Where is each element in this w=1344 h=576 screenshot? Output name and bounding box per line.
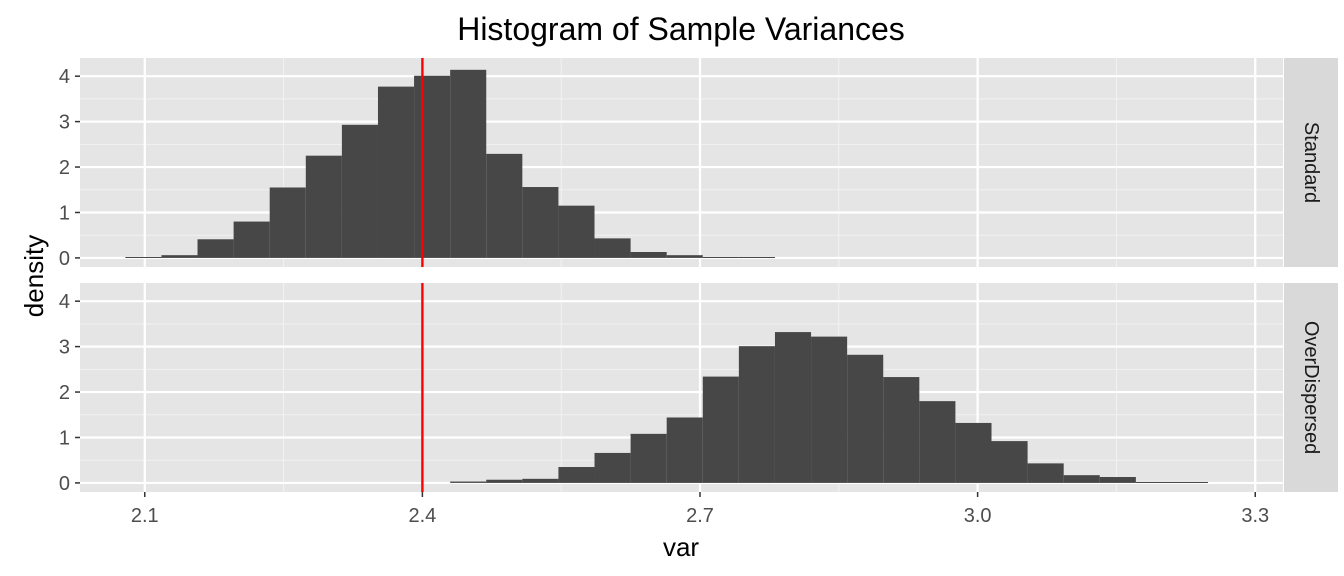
histogram-bar	[1135, 482, 1172, 484]
histogram-bar	[558, 467, 595, 483]
x-tick-label: 2.4	[408, 505, 436, 527]
y-tick-label: 1	[59, 202, 70, 224]
histogram-bar	[269, 187, 306, 258]
histogram-bar	[377, 86, 415, 258]
histogram-bar	[125, 257, 162, 259]
histogram-bar	[1063, 475, 1100, 483]
y-tick-label: 4	[59, 66, 70, 88]
histogram-bar	[594, 238, 631, 258]
histogram-bar	[450, 481, 487, 483]
chart-title: Histogram of Sample Variances	[457, 11, 905, 47]
x-tick-label: 3.0	[964, 505, 992, 527]
facet-strip	[1284, 283, 1338, 492]
facet-panel-1: 0 1 2 3 4 Standard	[59, 58, 1338, 270]
x-tick-label: 3.3	[1241, 505, 1269, 527]
histogram-bar	[161, 255, 198, 258]
histogram-bar	[305, 155, 342, 258]
histogram-bar	[233, 221, 270, 258]
histogram-bar	[486, 153, 523, 258]
x-tick-label: 2.7	[686, 505, 714, 527]
y-axis-title: density	[19, 235, 49, 317]
histogram-bar	[630, 252, 667, 258]
y-tick-label: 3	[59, 112, 70, 134]
histogram-bar	[738, 257, 775, 259]
y-tick-label: 3	[59, 337, 70, 359]
histogram-bar	[450, 69, 487, 258]
facet-panel-2: 0 1 2 3 4 OverDispersed	[59, 283, 1338, 495]
facet-strip-label: OverDispersed	[1300, 321, 1322, 454]
histogram-bar	[197, 239, 234, 258]
histogram-bar	[774, 332, 812, 483]
histogram-bar	[991, 441, 1028, 483]
histogram-bar	[630, 433, 667, 483]
histogram-bar	[522, 478, 559, 483]
histogram-bar	[702, 376, 739, 483]
y-tick-label: 1	[59, 427, 70, 449]
y-tick-label: 4	[59, 291, 70, 313]
y-tick-label: 0	[59, 473, 70, 495]
histogram-bar	[702, 257, 739, 259]
histogram-bar	[341, 124, 378, 258]
histogram-bar	[847, 354, 884, 483]
facet-strip	[1284, 58, 1338, 267]
histogram-bar	[594, 452, 631, 483]
histogram-bar	[522, 187, 559, 258]
y-tick-label: 2	[59, 157, 70, 179]
facet-panels: 0 1 2 3 4 Standard 0 1 2 3 4 OverDispersed 2.1 2.4 2.7…	[59, 58, 1338, 527]
x-axis-title: var	[663, 532, 699, 562]
histogram-bar	[1027, 463, 1064, 483]
histogram-bar	[486, 479, 523, 483]
histogram-bar	[558, 205, 595, 258]
y-tick-label: 0	[59, 248, 70, 270]
histogram-bar	[738, 346, 775, 483]
x-tick-label: 2.1	[131, 505, 159, 527]
histogram-bar	[1099, 477, 1136, 483]
histogram-bar	[414, 75, 451, 258]
histogram-bar	[883, 377, 920, 483]
histogram-bar	[1171, 482, 1209, 484]
histogram-bar	[666, 417, 703, 483]
histogram-bar	[955, 422, 992, 483]
histogram-bar	[919, 401, 956, 483]
facet-strip-label: Standard	[1300, 122, 1322, 203]
histogram-bar	[666, 255, 703, 258]
histogram-bar	[811, 336, 848, 483]
y-tick-label: 2	[59, 382, 70, 404]
